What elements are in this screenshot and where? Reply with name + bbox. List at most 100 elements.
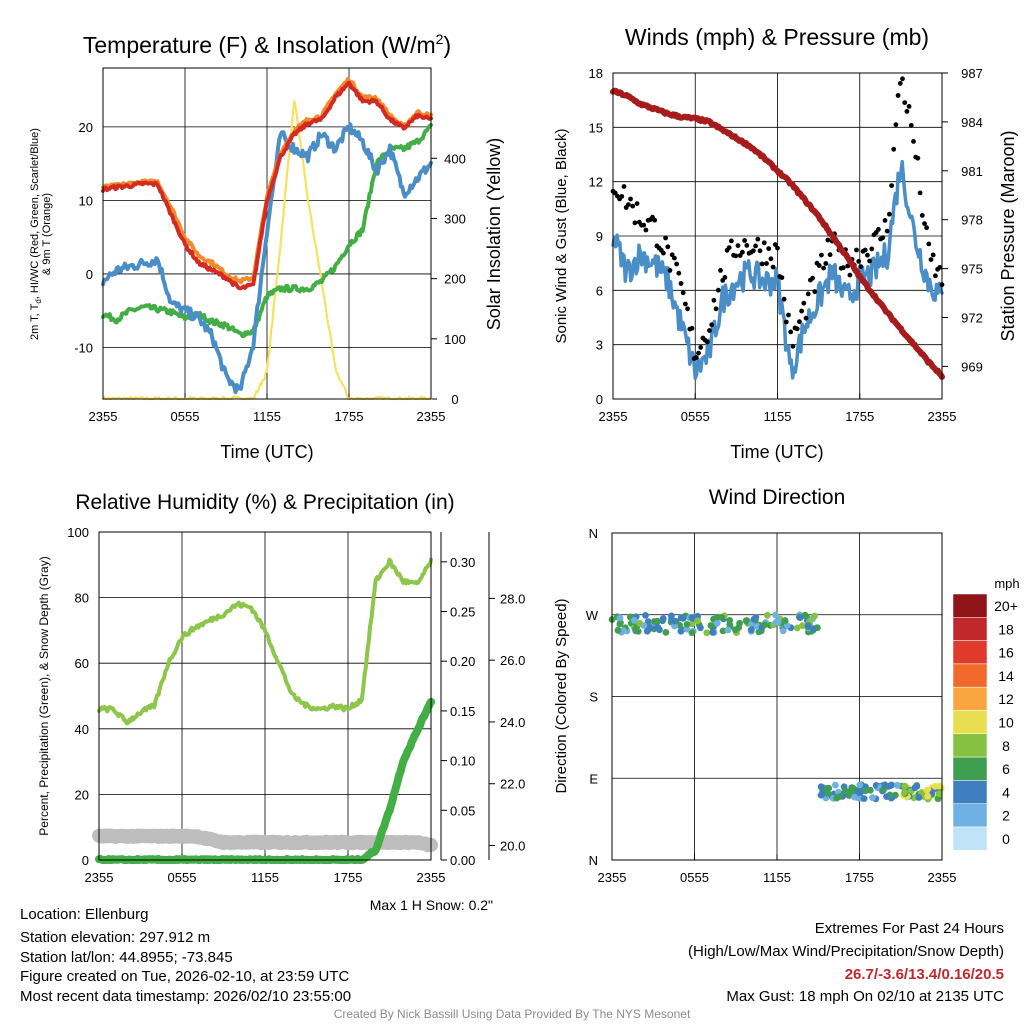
latlon-label: Station lat/lon: 44.8955; -73.845 (20, 949, 233, 966)
rh-y3tick-label: 28.0 (500, 591, 525, 606)
dir-point (677, 614, 685, 622)
rh-ytick-label: 0 (82, 853, 89, 868)
wind-y2tick-label: 978 (961, 213, 983, 228)
gust-point (821, 265, 826, 271)
gust-point (876, 227, 881, 232)
gust-point (904, 109, 910, 114)
sonic-wind-line (611, 159, 944, 381)
rh-ylabel: Percent, Precipitation (Green), & Snow D… (37, 556, 51, 835)
gust-point (693, 355, 699, 360)
wind-xtick-label: 1155 (764, 409, 792, 424)
dir-point (936, 782, 943, 790)
wind-xlabel: Time (UTC) (730, 442, 823, 462)
gust-point (816, 263, 822, 268)
gust-point (856, 259, 862, 264)
dir-ytick-label: N (589, 526, 598, 541)
dir-point (630, 616, 638, 624)
dir-frame (611, 532, 943, 861)
dir-point (915, 794, 923, 801)
extremes-title: Extremes For Past 24 Hours (814, 920, 1004, 937)
gust-point (915, 155, 921, 161)
elevation-label: Station elevation: 297.912 m (20, 929, 211, 946)
dir-point (671, 622, 678, 630)
dir-xtick-label: 1755 (845, 870, 874, 885)
dir-point (724, 626, 732, 634)
speed-legend-label: 6 (1002, 761, 1010, 777)
dir-point (697, 624, 704, 632)
gust-point (744, 243, 750, 248)
gust-point (790, 343, 796, 349)
dir-ytick-label: E (589, 771, 598, 786)
insolation-line (101, 99, 433, 401)
gust-point (869, 246, 875, 252)
gust-point (729, 238, 734, 244)
dir-point (642, 612, 649, 619)
gust-point (711, 297, 717, 303)
created-label: Figure created on Tue, 2026-02-10, at 23… (20, 968, 350, 985)
gust-point (926, 241, 932, 247)
temp-y2tick-label: 100 (444, 332, 466, 347)
gust-point (772, 242, 778, 248)
dir-point (817, 791, 825, 799)
dir-point (774, 618, 782, 626)
gust-point (667, 268, 673, 273)
wind-ylabel: Sonic Wind & Gust (Blue, Black) (553, 128, 570, 343)
gust-point (764, 261, 769, 266)
gust-point (805, 291, 811, 297)
wind-xtick-label: 2355 (928, 409, 957, 424)
dir-point (856, 789, 864, 797)
wind-y2tick-label: 987 (961, 66, 983, 81)
gust-point (643, 227, 649, 233)
dir-point (796, 614, 804, 621)
gust-point (753, 243, 758, 249)
dir-point (659, 615, 667, 622)
speed-legend-label: 10 (998, 715, 1014, 731)
dir-point (764, 611, 771, 619)
dir-point (924, 792, 931, 800)
gust-point (884, 228, 890, 234)
gust-point (683, 301, 688, 307)
speed-legend-label: 18 (998, 621, 1014, 637)
dir-xtick-label: 0555 (680, 870, 709, 885)
speed-legend-title: mph (994, 576, 1019, 591)
gust-point (634, 201, 640, 207)
wind-ytick-label: 15 (589, 120, 603, 135)
speed-legend-swatch (952, 686, 988, 711)
dir-point (713, 613, 721, 621)
dir-xtick-label: 1155 (763, 870, 791, 885)
gust-point (665, 244, 671, 250)
gust-point (865, 252, 870, 258)
gust-point (759, 261, 765, 267)
dir-point (901, 789, 908, 796)
rh-y2tick-label: 0.30 (450, 555, 475, 570)
speed-legend-label: 20+ (994, 598, 1018, 614)
gust-point (781, 296, 787, 302)
rh-ytick-label: 100 (67, 525, 89, 540)
dir-point (761, 621, 768, 629)
gust-point (887, 211, 892, 217)
wind-y2tick-label: 969 (961, 359, 983, 374)
speed-legend-swatch (952, 663, 988, 688)
gust-point (902, 100, 908, 105)
dir-point (709, 629, 717, 636)
dir-point (881, 781, 889, 789)
dir-point (683, 621, 691, 628)
gust-point (803, 315, 809, 321)
speed-legend-swatch (952, 803, 988, 828)
gust-point (779, 275, 785, 280)
temp-ytick-label: -10 (74, 341, 93, 356)
speed-legend-swatch (952, 710, 988, 735)
speed-legend-label: 0 (1002, 831, 1010, 847)
wind-xtick-label: 2355 (599, 409, 628, 424)
speed-legend-swatch (952, 640, 988, 665)
temp-y2tick-label: 400 (444, 151, 466, 166)
temp-frame (102, 67, 432, 400)
extremes-values: 26.7/-3.6/13.4/0.16/20.5 (844, 966, 1004, 983)
rh-xtick-label: 0555 (168, 870, 197, 885)
dir-point (836, 793, 843, 800)
rh-xtick-label: 2355 (417, 870, 446, 885)
temp-xtick-label: 2355 (89, 409, 118, 424)
rh-xtick-label: 2355 (85, 870, 114, 885)
dir-point (913, 782, 921, 790)
